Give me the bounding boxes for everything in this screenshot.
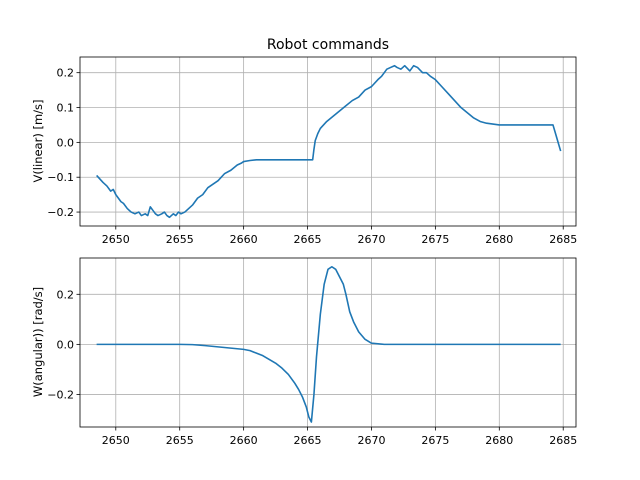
top-xtick-label: 2670 xyxy=(357,233,385,246)
bottom-series-line xyxy=(96,265,561,423)
bottom-xtick-label: 2655 xyxy=(166,434,194,447)
bottom-ytick-label: 0.0 xyxy=(57,338,75,351)
top-subplot: 2650 2655 2660 2665 2670 2675 2680 2685 −0.2 −0.1… xyxy=(31,56,577,246)
bottom-ticks: 2650 2655 2660 2665 2670 2675 2680 2685 −0.2 0.0 0… xyxy=(47,288,577,447)
top-xtick-label: 2665 xyxy=(294,233,322,246)
bottom-ytick-label: 0.2 xyxy=(57,288,75,301)
bottom-ylabel: W(angular)) [rad/s] xyxy=(31,287,45,397)
top-series-line xyxy=(96,64,562,219)
top-series xyxy=(96,64,562,219)
bottom-xtick-label: 2680 xyxy=(485,434,513,447)
bottom-xtick-label: 2665 xyxy=(294,434,322,447)
bottom-xtick-label: 2670 xyxy=(357,434,385,447)
bottom-xtick-label: 2685 xyxy=(549,434,577,447)
top-ytick-label: 0.1 xyxy=(57,102,75,115)
top-ticks: 2650 2655 2660 2665 2670 2675 2680 2685 −0.2 −0.1… xyxy=(47,67,577,246)
top-xtick-label: 2660 xyxy=(230,233,258,246)
top-xtick-label: 2675 xyxy=(421,233,449,246)
top-xtick-label: 2655 xyxy=(166,233,194,246)
top-axes-frame xyxy=(79,56,577,227)
bottom-xtick-label: 2650 xyxy=(102,434,130,447)
top-ytick-label: 0.2 xyxy=(57,67,75,80)
top-xtick-label: 2650 xyxy=(102,233,130,246)
bottom-subplot: 2650 2655 2660 2665 2670 2675 2680 2685 −0.2 0.0 0… xyxy=(31,257,577,447)
top-ytick-label: 0.0 xyxy=(57,136,75,149)
bottom-xtick-label: 2675 xyxy=(421,434,449,447)
top-ylabel: V(linear) [m/s] xyxy=(31,99,45,182)
top-ytick-label: −0.1 xyxy=(47,171,74,184)
bottom-ytick-label: −0.2 xyxy=(47,388,74,401)
top-xtick-label: 2680 xyxy=(485,233,513,246)
bottom-axes-frame xyxy=(79,257,577,428)
top-grid xyxy=(80,57,576,226)
top-xtick-label: 2685 xyxy=(549,233,577,246)
top-ytick-label: −0.2 xyxy=(47,206,74,219)
chart-title: Robot commands xyxy=(267,37,389,53)
bottom-series xyxy=(96,265,561,423)
bottom-xtick-label: 2660 xyxy=(230,434,258,447)
